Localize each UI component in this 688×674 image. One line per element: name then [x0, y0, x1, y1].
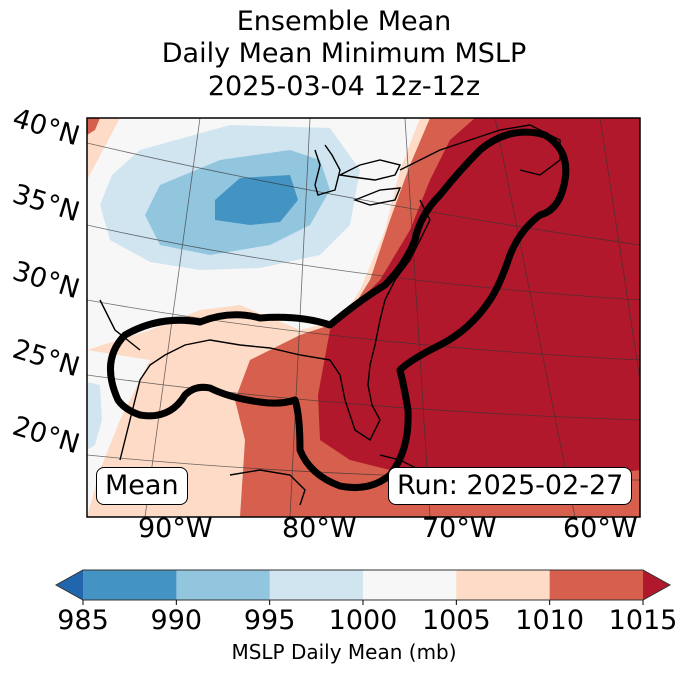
lon-tick-label: 70°W: [422, 513, 497, 544]
title-line-2: Daily Mean Minimum MSLP: [161, 38, 527, 69]
title-line-1: Ensemble Mean: [236, 6, 452, 37]
colorbar-tick-label: 1000: [328, 605, 398, 636]
field-1000-1005-south: [87, 350, 150, 517]
colorbar-tick-label: 990: [150, 605, 203, 636]
field-1010-1015-corner: [87, 118, 100, 135]
mean-label-box: Mean: [96, 467, 188, 505]
coastlines: [99, 124, 561, 506]
colorbar-label: MSLP Daily Mean (mb): [231, 640, 457, 664]
field-985-990: [215, 175, 298, 225]
run-date-label-box: Run: 2025-02-27: [388, 467, 633, 505]
colorbar-tick-label: 1005: [421, 605, 491, 636]
outlined-contour: [106, 128, 570, 492]
colorbar-extend-low: [56, 570, 83, 600]
colorbar-bin: [549, 570, 644, 600]
colorbar-extend-high: [643, 570, 670, 600]
map-frame: [86, 117, 641, 518]
field-above-1015: [318, 118, 640, 500]
colorbar-tick-label: 985: [57, 605, 109, 636]
colorbar-tick-label: 995: [243, 605, 296, 636]
title-line-3: 2025-03-04 12z-12z: [207, 71, 481, 102]
lon-tick-label: 80°W: [282, 513, 357, 544]
colorbar-tick-label: 1010: [515, 605, 585, 636]
field-995-1000-south: [87, 382, 102, 450]
colorbar-bin: [363, 570, 457, 600]
lon-tick-label: 60°W: [563, 513, 638, 544]
colorbar-bin: [269, 570, 364, 600]
colorbar-bin: [83, 570, 177, 600]
colorbar-tick-label: 1015: [608, 605, 678, 636]
colorbar-bin: [456, 570, 551, 600]
colorbar-bin: [176, 570, 271, 600]
lon-tick-label: 90°W: [138, 513, 213, 544]
